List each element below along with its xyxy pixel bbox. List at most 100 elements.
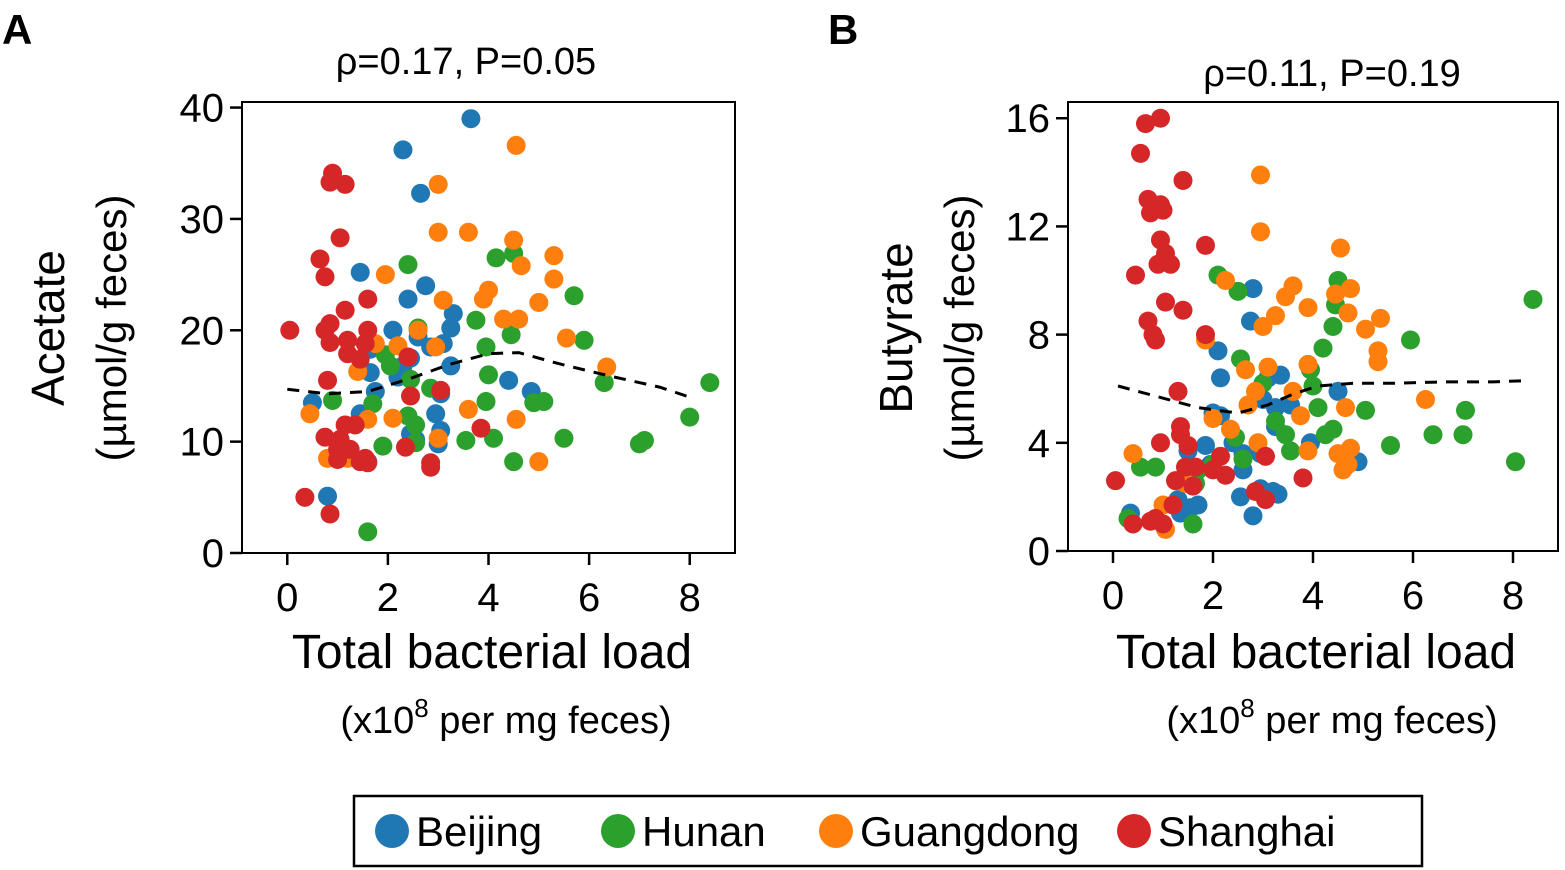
point-beijing bbox=[1243, 279, 1263, 299]
y-tick-label: 8 bbox=[1028, 314, 1050, 358]
point-shanghai bbox=[328, 449, 348, 469]
legend-label-guangdong: Guangdong bbox=[860, 808, 1080, 855]
point-hunan bbox=[634, 431, 654, 451]
point-shanghai bbox=[1168, 381, 1188, 401]
point-guangdong bbox=[1266, 306, 1285, 326]
point-hunan bbox=[1266, 411, 1285, 431]
point-guangdong bbox=[529, 292, 549, 312]
point-guangdong bbox=[383, 408, 403, 428]
point-hunan bbox=[1506, 452, 1525, 472]
point-shanghai bbox=[335, 300, 355, 320]
point-hunan bbox=[1523, 289, 1543, 309]
point-guangdong bbox=[426, 337, 446, 357]
legend-label-beijing: Beijing bbox=[416, 808, 542, 855]
point-guangdong bbox=[511, 256, 531, 276]
panel-label-b: B bbox=[828, 6, 858, 53]
y-tick-label: 40 bbox=[180, 87, 225, 131]
legend-marker-beijing bbox=[375, 814, 409, 848]
point-shanghai bbox=[320, 333, 340, 353]
point-hunan bbox=[1456, 400, 1475, 420]
point-hunan bbox=[1316, 425, 1335, 445]
point-shanghai bbox=[355, 334, 375, 354]
point-shanghai bbox=[1106, 471, 1125, 491]
point-shanghai bbox=[330, 228, 350, 248]
point-hunan bbox=[1401, 330, 1420, 350]
point-hunan bbox=[1323, 317, 1343, 336]
x-tick-label: 4 bbox=[477, 576, 499, 620]
point-hunan bbox=[401, 369, 421, 389]
point-beijing bbox=[383, 320, 403, 340]
x-tick-label: 0 bbox=[276, 576, 298, 620]
point-guangdong bbox=[433, 290, 453, 310]
point-shanghai bbox=[358, 289, 378, 309]
point-shanghai bbox=[401, 386, 421, 406]
point-guangdong bbox=[494, 309, 514, 329]
point-shanghai bbox=[1196, 235, 1215, 255]
point-shanghai bbox=[1146, 330, 1165, 350]
point-hunan bbox=[398, 255, 418, 275]
point-guangdong bbox=[509, 309, 529, 329]
point-hunan bbox=[486, 248, 506, 268]
y-tick-label: 10 bbox=[180, 421, 225, 465]
point-guangdong bbox=[1238, 395, 1258, 415]
point-shanghai bbox=[1156, 292, 1175, 312]
point-guangdong bbox=[1331, 238, 1350, 258]
y-axis-label-b: Butyrate bbox=[870, 242, 922, 413]
trend-line-a bbox=[287, 351, 691, 399]
point-shanghai bbox=[315, 427, 335, 447]
point-guangdong bbox=[1203, 408, 1223, 428]
y-tick-label: 20 bbox=[180, 309, 225, 353]
point-hunan bbox=[700, 373, 720, 393]
point-beijing bbox=[1243, 506, 1263, 526]
legend-marker-hunan bbox=[601, 814, 635, 848]
scatter-points-a bbox=[280, 109, 720, 542]
point-beijing bbox=[441, 318, 461, 338]
point-shanghai bbox=[335, 415, 355, 435]
point-guangdong bbox=[529, 452, 549, 472]
point-guangdong bbox=[1326, 284, 1345, 304]
y-tick-label: 0 bbox=[202, 532, 224, 576]
point-guangdong bbox=[1371, 308, 1390, 328]
trend-line-b bbox=[1117, 379, 1529, 415]
axis-ticks-b: 0 2 4 6 8 0 4 8 12 16 bbox=[1006, 97, 1525, 618]
point-hunan bbox=[501, 325, 521, 345]
point-guangdong bbox=[1298, 441, 1318, 461]
point-shanghai bbox=[318, 370, 338, 390]
point-guangdong bbox=[408, 320, 428, 340]
y-tick-label: 4 bbox=[1028, 422, 1050, 466]
point-guangdong bbox=[1416, 390, 1435, 410]
point-shanghai bbox=[1166, 471, 1185, 491]
point-shanghai bbox=[1196, 325, 1215, 345]
point-beijing bbox=[1181, 498, 1200, 518]
y-axis-unit-a: (µmol/g feces) bbox=[88, 195, 135, 462]
point-guangdong bbox=[506, 135, 526, 155]
point-guangdong bbox=[1341, 438, 1360, 458]
legend: Beijing Hunan Guangdong Shanghai bbox=[352, 794, 1424, 868]
point-beijing bbox=[350, 262, 370, 282]
point-hunan bbox=[564, 286, 584, 306]
point-guangdong bbox=[300, 404, 320, 424]
point-hunan bbox=[1303, 376, 1323, 396]
point-shanghai bbox=[310, 249, 330, 269]
point-beijing bbox=[1208, 341, 1228, 361]
point-guangdong bbox=[1251, 222, 1270, 242]
point-guangdong bbox=[1236, 360, 1255, 380]
point-shanghai bbox=[1216, 465, 1235, 485]
point-shanghai bbox=[1256, 490, 1275, 510]
y-tick-label: 12 bbox=[1006, 205, 1051, 249]
point-shanghai bbox=[295, 487, 315, 507]
point-hunan bbox=[1453, 425, 1473, 445]
point-guangdong bbox=[473, 289, 493, 309]
point-shanghai bbox=[398, 347, 418, 367]
point-shanghai bbox=[1123, 514, 1143, 534]
point-beijing bbox=[1231, 487, 1250, 507]
point-shanghai bbox=[1173, 170, 1193, 190]
point-hunan bbox=[323, 390, 343, 410]
point-shanghai bbox=[1173, 300, 1193, 320]
point-beijing bbox=[426, 404, 446, 424]
x-tick-label: 2 bbox=[1202, 574, 1224, 618]
point-shanghai bbox=[1136, 114, 1155, 134]
point-hunan bbox=[1281, 441, 1300, 461]
point-guangdong bbox=[458, 222, 478, 242]
